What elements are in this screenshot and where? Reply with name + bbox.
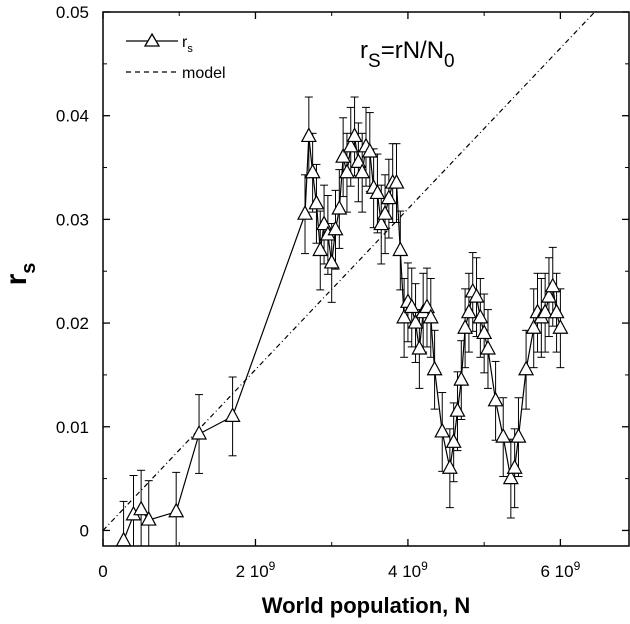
legend: rs model [126, 32, 226, 82]
rs-point [342, 137, 359, 153]
y-tick-label: 0.03 [56, 210, 89, 229]
rs-point [140, 510, 157, 526]
rs-point [361, 142, 378, 158]
rs-point [403, 298, 420, 314]
rs-point [377, 204, 394, 220]
rs-point [388, 173, 405, 189]
rs-point [308, 194, 325, 210]
x-tick-label: 4 109 [388, 559, 428, 581]
rs-point [297, 204, 314, 220]
rs-point [396, 308, 413, 324]
rs-point [331, 199, 348, 215]
rs-point [168, 502, 185, 518]
rs-point [544, 277, 561, 293]
legend-label-model: model [182, 65, 226, 82]
rs-point [476, 324, 493, 340]
y-tick-label: 0.02 [56, 314, 89, 333]
y-axis-title: rs [0, 263, 40, 286]
rs-point [506, 458, 523, 474]
rs-point [346, 127, 363, 143]
rs-point [380, 189, 397, 205]
formula-r: r [360, 37, 368, 64]
rs-point [354, 163, 371, 179]
rs-point [525, 318, 542, 334]
rs-series-line [123, 136, 561, 542]
rs-point [312, 241, 329, 257]
rs-point [300, 127, 317, 143]
rs-point [191, 424, 208, 440]
rs-point [224, 407, 241, 422]
formula-body: =rN/N [381, 37, 444, 64]
legend-marker-rs [143, 32, 161, 47]
rs-point [472, 308, 489, 324]
formula-annotation: rS=rN/N0 [360, 37, 455, 72]
rs-point [502, 469, 519, 485]
rs-point [392, 241, 409, 257]
rs-point [411, 339, 428, 355]
rs-point [479, 339, 496, 355]
rs-point [434, 422, 451, 438]
rs-point [115, 531, 132, 546]
y-tick-label: 0.01 [56, 418, 89, 437]
rs-point [441, 458, 458, 474]
rs-point [323, 253, 340, 269]
rs-point [495, 427, 512, 443]
rs-point [487, 391, 504, 407]
rs-point [426, 360, 443, 376]
rs-point [468, 287, 485, 303]
y-tick-label: 0.04 [56, 107, 89, 126]
rs-point [133, 500, 150, 516]
svg-text:rs: rs [0, 263, 40, 286]
plot-frame [102, 11, 630, 547]
rs-point [548, 303, 565, 319]
y-axis-title-main: r [0, 273, 33, 285]
legend-label-rs: rs [182, 34, 193, 55]
rs-point [460, 303, 477, 319]
rs-point [407, 313, 424, 329]
rs-point [445, 433, 462, 448]
formula-sub-0: 0 [444, 51, 455, 72]
rs-point [422, 308, 439, 324]
rs-point [457, 318, 474, 334]
x-tick-label: 0 [98, 562, 107, 581]
y-tick-label: 0 [80, 521, 89, 540]
rs-point [510, 427, 527, 443]
formula-sub-s: S [368, 51, 381, 72]
rs-point [540, 287, 557, 303]
y-tick-label: 0.05 [56, 3, 89, 22]
rs-point [537, 303, 554, 319]
model-line [103, 12, 596, 531]
rs-point [335, 147, 352, 163]
x-axis-title: World population, N [262, 593, 471, 618]
rs-point [338, 163, 355, 179]
rs-point [373, 215, 390, 231]
rs-point [369, 184, 386, 200]
rs-point [453, 370, 470, 386]
rs-point [449, 401, 466, 417]
rs-point [518, 360, 535, 376]
rs-point [304, 163, 321, 179]
rs-point [552, 318, 569, 334]
y-axis-title-sub: s [18, 263, 40, 274]
x-tick-label: 2 109 [236, 559, 276, 581]
x-tick-label: 6 109 [541, 559, 581, 581]
rs-point [327, 220, 344, 236]
